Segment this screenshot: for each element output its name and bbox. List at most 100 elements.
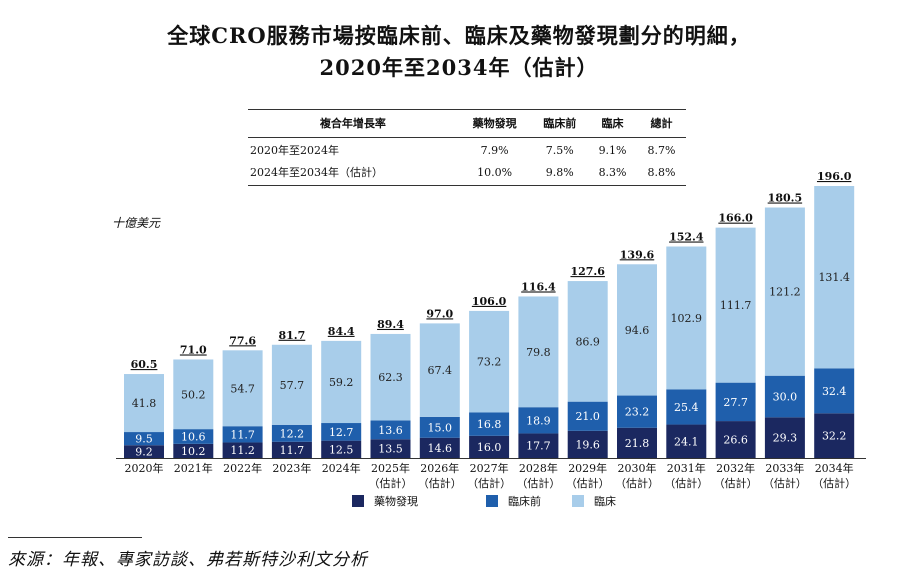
data-label: 27.7: [723, 396, 748, 409]
x-tick-label: 2030年: [618, 461, 657, 475]
cagr-header: 藥物發現: [457, 109, 532, 138]
data-label: 111.7: [720, 299, 752, 312]
bar-segment: [764, 207, 805, 376]
bar-segment: [567, 430, 608, 458]
data-label: 26.6: [723, 434, 748, 447]
bar-segment: [222, 442, 263, 458]
total-label: 166.0: [718, 212, 753, 225]
source-divider: [8, 537, 142, 538]
bar-segment: [370, 420, 411, 440]
x-tick-label: 2026年: [420, 461, 459, 475]
data-label: 10.2: [181, 445, 206, 458]
data-label: 9.5: [135, 433, 153, 446]
total-label: 127.6: [570, 265, 605, 278]
bar-segment: [271, 424, 312, 442]
cagr-header: 複合年增長率: [248, 109, 458, 138]
data-label: 57.7: [280, 379, 305, 392]
x-tick-label: 2023年: [272, 461, 311, 475]
unit-label: 十億美元: [112, 216, 161, 230]
data-label: 94.6: [625, 324, 650, 337]
total-label: 116.4: [521, 280, 556, 293]
bar-segment: [370, 439, 411, 458]
x-tick-label: （估計）: [418, 476, 462, 490]
data-label: 67.4: [428, 364, 453, 377]
cagr-value: 8.3%: [588, 160, 638, 186]
total-label: 106.0: [472, 295, 507, 308]
bar-segment: [567, 281, 608, 402]
total-label: 180.5: [768, 192, 802, 205]
x-tick-label: 2020年: [125, 461, 164, 475]
x-tick-label: （估計）: [812, 476, 856, 490]
cagr-header: 總計: [637, 109, 686, 138]
data-label: 23.2: [625, 406, 650, 419]
data-label: 9.2: [135, 446, 153, 459]
chart-title-line2: 2020年至2034年（估計）: [319, 55, 599, 80]
bar-segment: [666, 424, 707, 458]
x-tick-label: 2034年: [815, 461, 854, 475]
x-tick-label: （估計）: [566, 476, 610, 490]
bar-segment: [173, 443, 214, 458]
bar-segment: [124, 374, 164, 433]
x-tick-label: （估計）: [369, 476, 413, 490]
data-label: 17.7: [526, 440, 551, 453]
cagr-value: 8.7%: [647, 143, 676, 157]
legend-item-clinical: 臨床: [572, 493, 616, 509]
data-label: 12.2: [280, 427, 305, 440]
data-label: 62.3: [378, 371, 403, 384]
legend-swatch-drug-discovery: [352, 495, 364, 507]
bar-segment: [518, 296, 559, 408]
data-label: 59.2: [329, 376, 354, 389]
bar-segment: [518, 433, 559, 458]
x-tick-label: （估計）: [714, 476, 758, 490]
bar-segment: [271, 344, 312, 425]
data-label: 41.8: [132, 397, 157, 410]
data-label: 21.8: [625, 437, 650, 450]
total-label: 71.0: [180, 343, 207, 356]
cagr-header: 臨床: [588, 109, 638, 138]
bar-segment: [419, 437, 460, 458]
x-tick-label: 2033年: [765, 461, 804, 475]
x-tick-label: （估計）: [664, 476, 708, 490]
total-label: 81.7: [279, 329, 306, 342]
data-label: 16.0: [477, 441, 502, 454]
total-label: 84.4: [328, 325, 355, 338]
x-tick-label: （估計）: [615, 476, 659, 490]
cagr-header: 臨床前: [531, 109, 589, 138]
data-label: 32.2: [822, 430, 847, 443]
x-tick-label: 2032年: [716, 461, 755, 475]
bar-segment: [764, 375, 805, 418]
data-label: 24.1: [674, 435, 699, 448]
x-tick-label: （估計）: [467, 476, 511, 490]
legend-label: 臨床前: [508, 495, 541, 508]
legend-swatch-preclinical: [486, 495, 498, 507]
bar-segment: [124, 432, 164, 446]
cagr-value: 9.1%: [598, 143, 627, 157]
bar-segment: [469, 435, 510, 458]
data-label: 32.4: [822, 385, 847, 398]
bar-segment: [321, 423, 362, 441]
data-label: 50.2: [181, 388, 206, 401]
cagr-value: 10.0%: [457, 160, 532, 186]
cagr-period: 2024年至2034年（估計）: [248, 160, 458, 186]
bar-segment: [419, 323, 460, 417]
data-label: 30.0: [773, 391, 798, 404]
x-tick-label: 2031年: [667, 461, 706, 475]
data-label: 11.2: [230, 444, 255, 457]
data-label: 13.6: [378, 424, 403, 437]
bar-segment: [124, 445, 164, 458]
data-label: 18.9: [526, 414, 551, 427]
data-label: 131.4: [818, 271, 850, 284]
x-tick-label: 2021年: [174, 461, 213, 475]
data-label: 15.0: [428, 421, 453, 434]
bar-segment: [666, 389, 707, 425]
source-note: 來源：年報、專家訪談、弗若斯特沙利文分析: [8, 550, 368, 570]
bar-segment: [518, 407, 559, 434]
data-label: 11.7: [280, 444, 305, 457]
bar-segment: [715, 382, 756, 422]
cagr-value: 9.8%: [531, 160, 589, 186]
legend-item-preclinical: 臨床前: [486, 493, 541, 509]
cagr-header-row: 複合年增長率 藥物發現 臨床前 臨床 總計: [248, 109, 686, 138]
bar-segment: [764, 417, 805, 458]
bar-segment: [814, 186, 855, 369]
